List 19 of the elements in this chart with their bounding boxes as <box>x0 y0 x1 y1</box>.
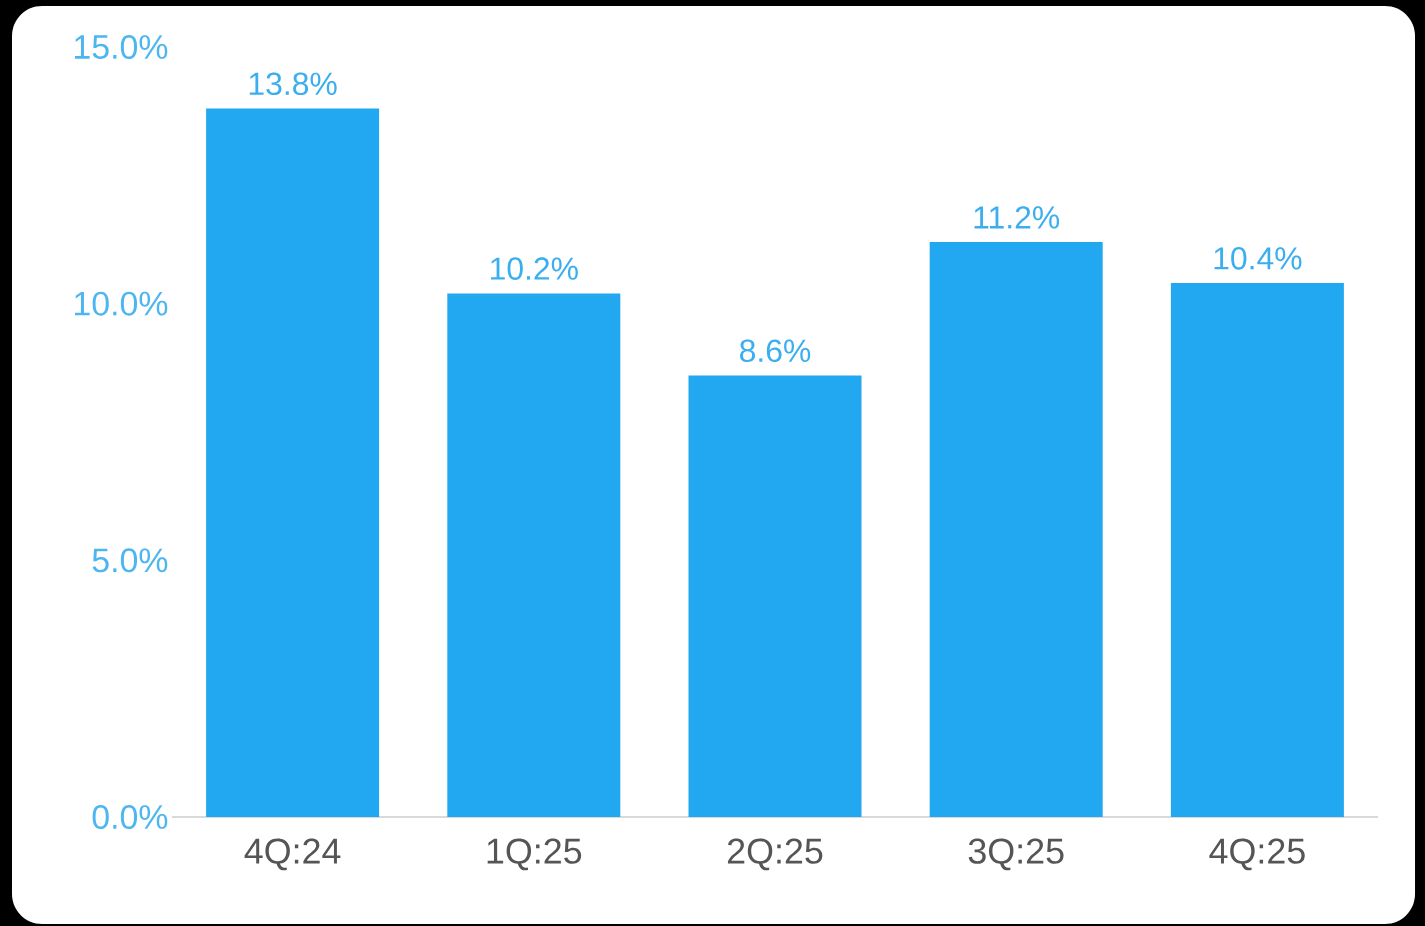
bar <box>447 293 621 817</box>
y-tick-label: 0.0% <box>92 805 168 829</box>
x-tick-label: 3Q:25 <box>968 838 1064 871</box>
data-label: 8.6% <box>740 339 811 363</box>
bar <box>688 375 862 817</box>
x-tick-label: 4Q:25 <box>1209 838 1305 871</box>
bar <box>929 242 1103 817</box>
x-tick-label: 1Q:25 <box>487 838 582 871</box>
data-label: 13.8% <box>249 72 337 96</box>
bar <box>206 108 380 817</box>
data-label: 11.2% <box>974 206 1060 229</box>
x-tick-label: 2Q:25 <box>727 838 823 871</box>
data-label: 10.2% <box>491 257 578 280</box>
y-tick-label: 5.0% <box>92 548 168 573</box>
data-label: 10.4% <box>1214 247 1302 270</box>
bar <box>1170 283 1344 817</box>
y-tick-label: 15.0% <box>75 34 168 59</box>
y-tick-label: 10.0% <box>75 291 168 316</box>
x-tick-label: 4Q:24 <box>244 838 341 871</box>
